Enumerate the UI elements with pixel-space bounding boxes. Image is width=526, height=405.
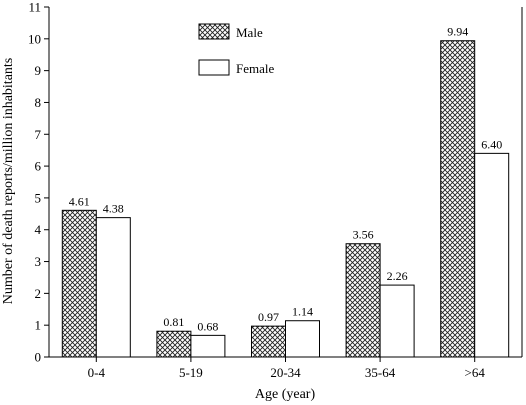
- y-tick-label: 8: [35, 95, 42, 110]
- x-tick-label: >64: [465, 365, 486, 380]
- y-tick-label: 3: [35, 254, 42, 269]
- data-label: 3.56: [353, 228, 374, 242]
- bar-female: [190, 334, 226, 358]
- bar-female: [95, 217, 131, 358]
- bar-male: [345, 243, 381, 358]
- legend: Male Female: [198, 23, 274, 76]
- data-label: 0.81: [163, 315, 184, 329]
- legend-label-male: Male: [236, 25, 263, 40]
- x-axis-title: Age (year): [255, 387, 316, 402]
- data-label: 6.40: [481, 137, 502, 151]
- legend-swatch-male: [198, 23, 230, 40]
- data-label: 9.94: [447, 25, 468, 39]
- y-tick-label: 0: [35, 350, 42, 365]
- x-tick-label: 0-4: [88, 365, 106, 380]
- data-label: 0.97: [258, 310, 279, 324]
- y-tick-label: 9: [35, 63, 42, 78]
- data-label: 0.68: [197, 319, 218, 333]
- legend-swatch-female: [198, 59, 230, 76]
- x-tick-label: 5-19: [179, 365, 203, 380]
- y-axis-title: Number of death reports/million inhabita…: [1, 58, 16, 305]
- bar-male: [251, 325, 286, 358]
- y-tick-label: 2: [35, 286, 42, 301]
- y-tick-label: 11: [28, 0, 41, 15]
- data-label: 2.26: [387, 269, 408, 283]
- legend-label-female: Female: [236, 61, 274, 76]
- data-label: 4.61: [69, 194, 90, 208]
- y-tick-label: 1: [35, 318, 42, 333]
- y-tick-label: 5: [35, 190, 42, 205]
- data-label: 1.14: [292, 305, 313, 319]
- bar-female: [379, 284, 415, 358]
- data-label: 4.38: [103, 202, 124, 216]
- bar-female: [474, 152, 510, 358]
- x-tick-label: 20-34: [270, 365, 301, 380]
- bar-female: [285, 320, 320, 358]
- bar-male: [61, 209, 97, 358]
- y-tick-label: 4: [35, 222, 42, 237]
- y-tick-label: 6: [35, 159, 42, 174]
- x-tick-label: 35-64: [365, 365, 396, 380]
- y-tick-label: 10: [28, 31, 41, 46]
- y-tick-label: 7: [35, 127, 42, 142]
- bar-male: [440, 40, 476, 358]
- bar-male: [156, 330, 192, 358]
